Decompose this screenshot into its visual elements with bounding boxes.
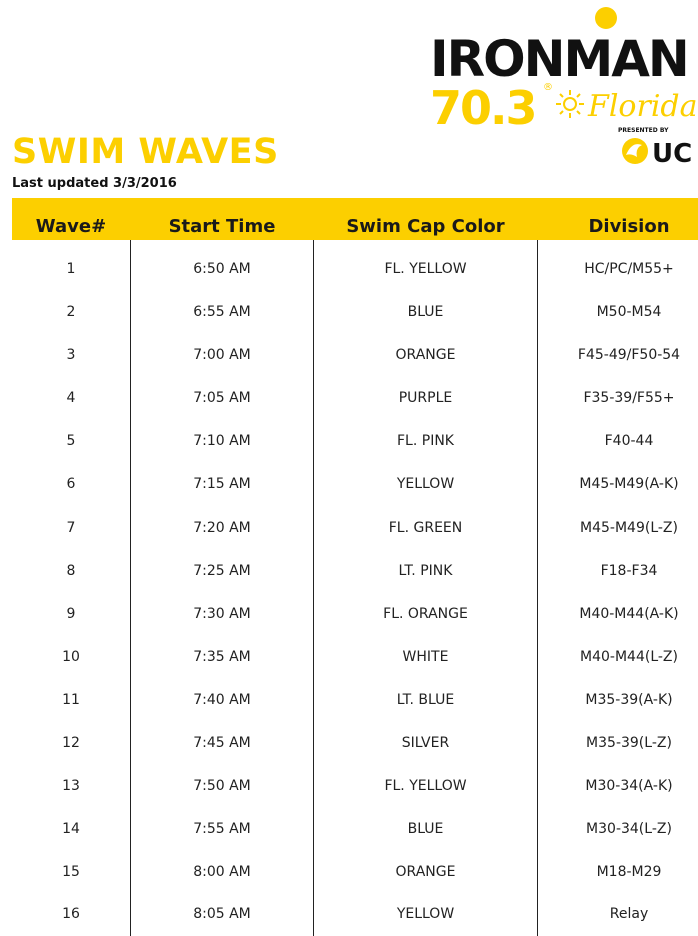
wave-number: 4 [66,390,76,406]
wave-number: 7 [66,520,76,536]
header-start-time: Start Time [168,216,276,237]
start-time: 7:05 AM [193,390,251,406]
page-title: SWIM WAVES [12,132,279,172]
cap-color: BLUE [407,304,444,320]
table-row: 15 8:00 AM ORANGE M18-M29 [12,851,698,894]
header-wave: Wave# [35,216,107,237]
wave-number: 9 [66,606,76,622]
table-row: 1 6:50 AM FL. YELLOW HC/PC/M55+ [12,248,698,291]
svg-text:IRONMAN: IRONMAN [430,30,688,88]
table-row: 11 7:40 AM LT. BLUE M35-39(A-K) [12,679,698,722]
wave-number: 8 [66,563,76,579]
cap-color: LT. BLUE [396,692,455,708]
table-row: 12 7:45 AM SILVER M35-39(L-Z) [12,722,698,765]
table-row: 7 7:20 AM FL. GREEN M45-M49(L-Z) [12,507,698,550]
start-time: 7:00 AM [193,347,251,363]
cap-color: FL. PINK [397,433,454,449]
division: M18-M29 [596,864,662,880]
division: M35-39(L-Z) [586,735,672,751]
wave-number: 13 [62,778,80,794]
division: F45-49/F50-54 [577,347,681,363]
cap-color: ORANGE [395,347,456,363]
start-time: 8:00 AM [193,864,251,880]
wave-number: 10 [62,649,80,665]
table-row: 6 7:15 AM YELLOW M45-M49(A-K) [12,463,698,506]
start-time: 7:25 AM [193,563,251,579]
table-row: 3 7:00 AM ORANGE F45-49/F50-54 [12,334,698,377]
start-time: 7:20 AM [193,520,251,536]
cap-color: YELLOW [396,906,455,922]
table-row: 10 7:35 AM WHITE M40-M44(L-Z) [12,636,698,679]
cap-color: LT. PINK [398,563,453,579]
division: M40-M44(A-K) [579,606,679,622]
start-time: 7:45 AM [193,735,251,751]
cap-color: BLUE [407,821,444,837]
svg-text:UC: UC [652,139,692,169]
wave-number: 15 [62,864,80,880]
start-time: 7:10 AM [193,433,251,449]
cap-color: SILVER [401,735,450,751]
cap-color: PURPLE [398,390,453,406]
division: M45-M49(L-Z) [580,520,678,536]
cap-color: ORANGE [395,864,456,880]
wave-number: 3 [66,347,76,363]
table-row: 9 7:30 AM FL. ORANGE M40-M44(A-K) [12,593,698,636]
table-header-bar [12,198,698,240]
wave-number: 14 [62,821,80,837]
division: F18-F34 [600,563,658,579]
table-row: 5 7:10 AM FL. PINK F40-44 [12,420,698,463]
svg-text:PRESENTED BY: PRESENTED BY [618,127,669,134]
wave-number: 11 [62,692,80,708]
header-division: Division [588,216,670,237]
column-divider [537,240,538,936]
last-updated: Last updated 3/3/2016 [12,176,177,191]
start-time: 6:55 AM [193,304,251,320]
wave-number: 12 [62,735,80,751]
table-row: 4 7:05 AM PURPLE F35-39/F55+ [12,377,698,420]
division: Relay [609,906,649,922]
header-swim-cap-color: Swim Cap Color [346,216,505,237]
division: F35-39/F55+ [583,390,675,406]
svg-text:70.3: 70.3 [430,81,536,135]
column-divider [130,240,131,936]
cap-color: FL. GREEN [388,520,463,536]
table-row: 2 6:55 AM BLUE M50-M54 [12,291,698,334]
table-row: 8 7:25 AM LT. PINK F18-F34 [12,550,698,593]
start-time: 8:05 AM [193,906,251,922]
division: M30-34(A-K) [585,778,673,794]
table-row: 13 7:50 AM FL. YELLOW M30-34(A-K) [12,765,698,808]
division: HC/PC/M55+ [584,261,674,277]
start-time: 7:55 AM [193,821,251,837]
division: M45-M49(A-K) [579,476,679,492]
cap-color: FL. YELLOW [384,261,467,277]
wave-number: 2 [66,304,76,320]
wave-number: 1 [66,261,76,277]
table-row: 14 7:55 AM BLUE M30-34(L-Z) [12,808,698,851]
svg-text:®: ® [543,82,553,93]
wave-number: 6 [66,476,76,492]
ironman-florida-logo: IRONMAN 70.3 ® Florida PRESENTED BY UC [430,7,698,169]
start-time: 7:40 AM [193,692,251,708]
start-time: 7:35 AM [193,649,251,665]
start-time: 6:50 AM [193,261,251,277]
cap-color: WHITE [402,649,449,665]
svg-text:Florida: Florida [587,89,698,124]
division: M30-34(L-Z) [586,821,672,837]
cap-color: FL. YELLOW [384,778,467,794]
division: M50-M54 [596,304,662,320]
wave-number: 16 [62,906,80,922]
start-time: 7:30 AM [193,606,251,622]
cap-color: FL. ORANGE [383,606,468,622]
column-divider [313,240,314,936]
division: F40-44 [604,433,654,449]
start-time: 7:50 AM [193,778,251,794]
division: M35-39(A-K) [585,692,673,708]
table-row: 16 8:05 AM YELLOW Relay [12,893,698,936]
start-time: 7:15 AM [193,476,251,492]
wave-number: 5 [66,433,76,449]
cap-color: YELLOW [396,476,455,492]
division: M40-M44(L-Z) [580,649,678,665]
